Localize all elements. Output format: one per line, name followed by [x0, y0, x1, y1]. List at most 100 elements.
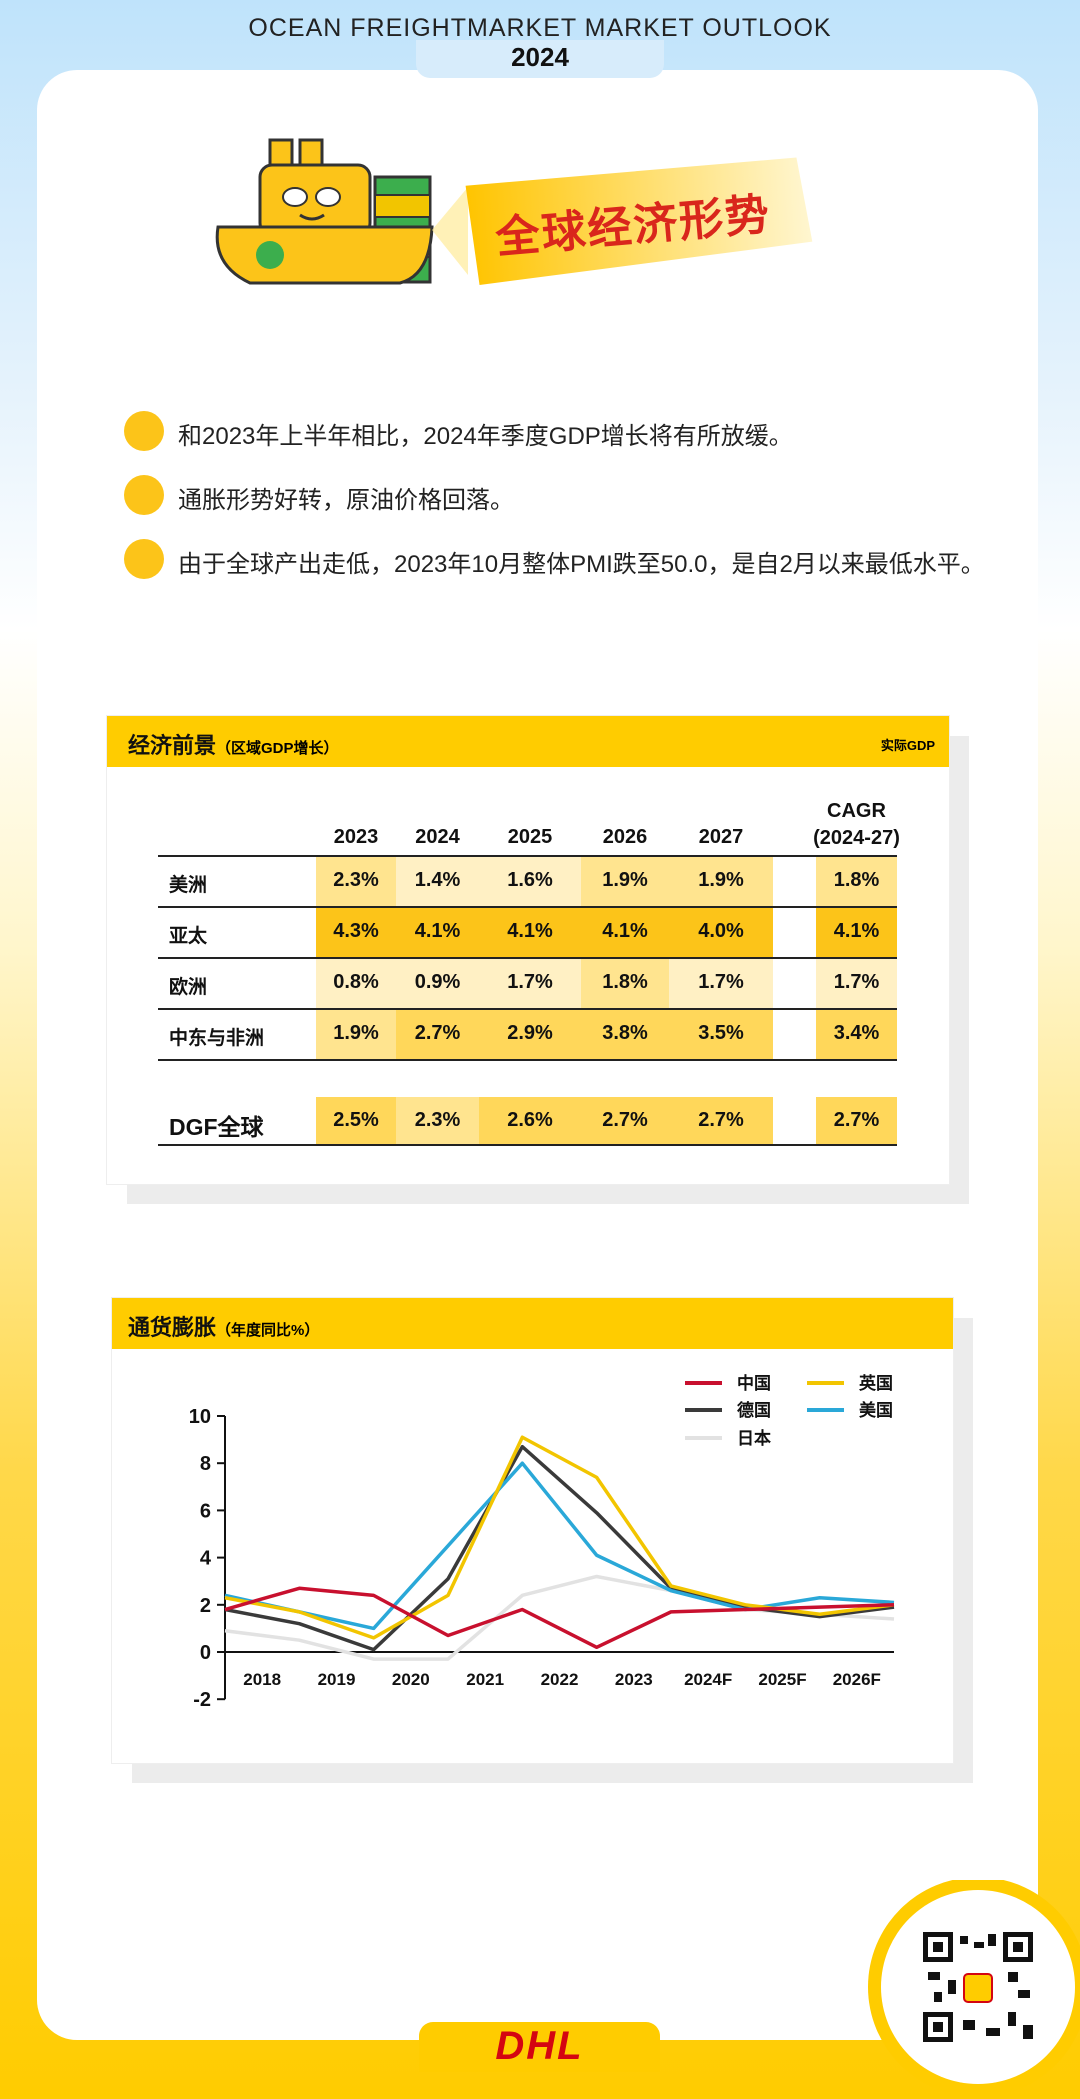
row-rule: [158, 957, 897, 959]
cell-bg: [396, 906, 479, 957]
column-header: CAGR (2024-27): [813, 800, 900, 849]
table-title: 经济前景: [128, 733, 217, 758]
cell-bg: [816, 957, 897, 1008]
column-header: 2025: [507, 826, 553, 848]
cell: 0.9%: [414, 970, 461, 993]
table-heading: 经济前景（区域GDP增长）: [128, 728, 339, 760]
cell: 1.7%: [833, 970, 880, 993]
table-note: 实际GDP: [880, 738, 935, 753]
cell-bg: [816, 855, 897, 906]
cell-bg: [316, 957, 396, 1008]
cell-bg: [581, 906, 669, 957]
row-rule: [158, 1059, 897, 1061]
header-year: 2024: [511, 42, 569, 72]
cell-bg: [816, 1097, 897, 1144]
cell: 4.1%: [602, 919, 648, 942]
column-header: 2023: [333, 826, 379, 848]
cell: 1.9%: [602, 868, 648, 891]
cell-bg: [669, 1008, 773, 1059]
header-tab: [416, 40, 664, 78]
chart-card: [112, 1298, 953, 1763]
chart-title: 通货膨胀: [128, 1315, 217, 1340]
cell: 4.1%: [414, 919, 461, 942]
cell-bg: [316, 1008, 396, 1059]
bullet-text: 由于全球产出走低，2023年10月整体PMI跌至50.0，是自2月以来最低水平。: [178, 551, 985, 578]
table-subtitle: （区域GDP增长）: [216, 740, 339, 757]
chart-heading: 通货膨胀（年度同比%）: [128, 1310, 319, 1342]
cell-bg: [669, 1097, 773, 1144]
bullet-text: 通胀形势好转，原油价格回落。: [178, 487, 514, 514]
cell: 1.7%: [698, 970, 744, 993]
row-rule: [158, 855, 897, 857]
cell-bg: [479, 957, 581, 1008]
cell-bg: [479, 1097, 581, 1144]
cell: 1.4%: [414, 868, 461, 891]
row-label: 亚太: [169, 925, 208, 947]
qr-badge: [868, 1880, 1080, 2097]
cell-bg: [396, 1008, 479, 1059]
table-header-band: [107, 716, 949, 767]
cell-bg: [816, 1008, 897, 1059]
cell: 2.3%: [414, 1108, 461, 1131]
bullet-icon: [124, 475, 164, 515]
cell: 2.7%: [698, 1108, 744, 1131]
row-label: 欧洲: [169, 976, 208, 998]
cell: 4.1%: [507, 919, 553, 942]
row-label: 中东与非洲: [169, 1027, 265, 1049]
cell: 0.8%: [333, 970, 379, 993]
cell: 2.5%: [333, 1108, 379, 1131]
cell: 2.9%: [507, 1021, 553, 1044]
cell: 1.9%: [333, 1021, 379, 1044]
cell-bg: [816, 906, 897, 957]
cell: 2.7%: [414, 1021, 461, 1044]
cell-bg: [316, 855, 396, 906]
cell: 3.8%: [602, 1021, 648, 1044]
cell-bg: [479, 1008, 581, 1059]
cell-bg: [396, 957, 479, 1008]
column-header: 2026: [602, 826, 648, 848]
row-rule: [158, 906, 897, 908]
footer-logo: DHL: [495, 2024, 584, 2068]
footer-tab: [419, 2022, 660, 2072]
cell-bg: [396, 1097, 479, 1144]
cell-bg: [669, 957, 773, 1008]
row-rule: [158, 1008, 897, 1010]
cell-bg: [581, 855, 669, 906]
cell-bg: [669, 855, 773, 906]
cell-bg: [669, 906, 773, 957]
column-header: 2024: [415, 826, 460, 848]
cell-bg: [396, 855, 479, 906]
header-title: OCEAN FREIGHTMARKET MARKET OUTLOOK: [248, 14, 832, 42]
bullet-icon: [124, 539, 164, 579]
cell-bg: [479, 855, 581, 906]
cell: 1.7%: [507, 970, 553, 993]
cell-bg: [581, 957, 669, 1008]
column-header: 2027: [698, 826, 744, 848]
cell: 1.6%: [507, 868, 553, 891]
cell: 2.6%: [507, 1108, 553, 1131]
cell-bg: [316, 1097, 396, 1144]
cell-bg: [581, 1008, 669, 1059]
cell-bg: [581, 1097, 669, 1144]
chart-subtitle: （年度同比%）: [216, 1322, 320, 1339]
cell: 1.9%: [698, 868, 744, 891]
cell: 1.8%: [602, 970, 648, 993]
bullet-icon: [124, 411, 164, 451]
cell: 4.3%: [333, 919, 379, 942]
row-label: 美洲: [169, 874, 208, 896]
cell: 3.4%: [833, 1021, 880, 1044]
cell: 2.7%: [602, 1108, 648, 1131]
row-rule: [158, 1144, 897, 1146]
cell: 2.7%: [833, 1108, 880, 1131]
cell: 4.0%: [698, 919, 744, 942]
cell: 3.5%: [698, 1021, 744, 1044]
cell: 2.3%: [333, 868, 379, 891]
bullet-text: 和2023年上半年相比，2024年季度GDP增长将有所放缓。: [178, 423, 793, 450]
cell-bg: [479, 906, 581, 957]
cell: 4.1%: [833, 919, 880, 942]
cell-bg: [316, 906, 396, 957]
section-illustration: [215, 138, 813, 285]
chart-header-band: [112, 1298, 953, 1349]
row-label: DGF全球: [169, 1113, 264, 1140]
